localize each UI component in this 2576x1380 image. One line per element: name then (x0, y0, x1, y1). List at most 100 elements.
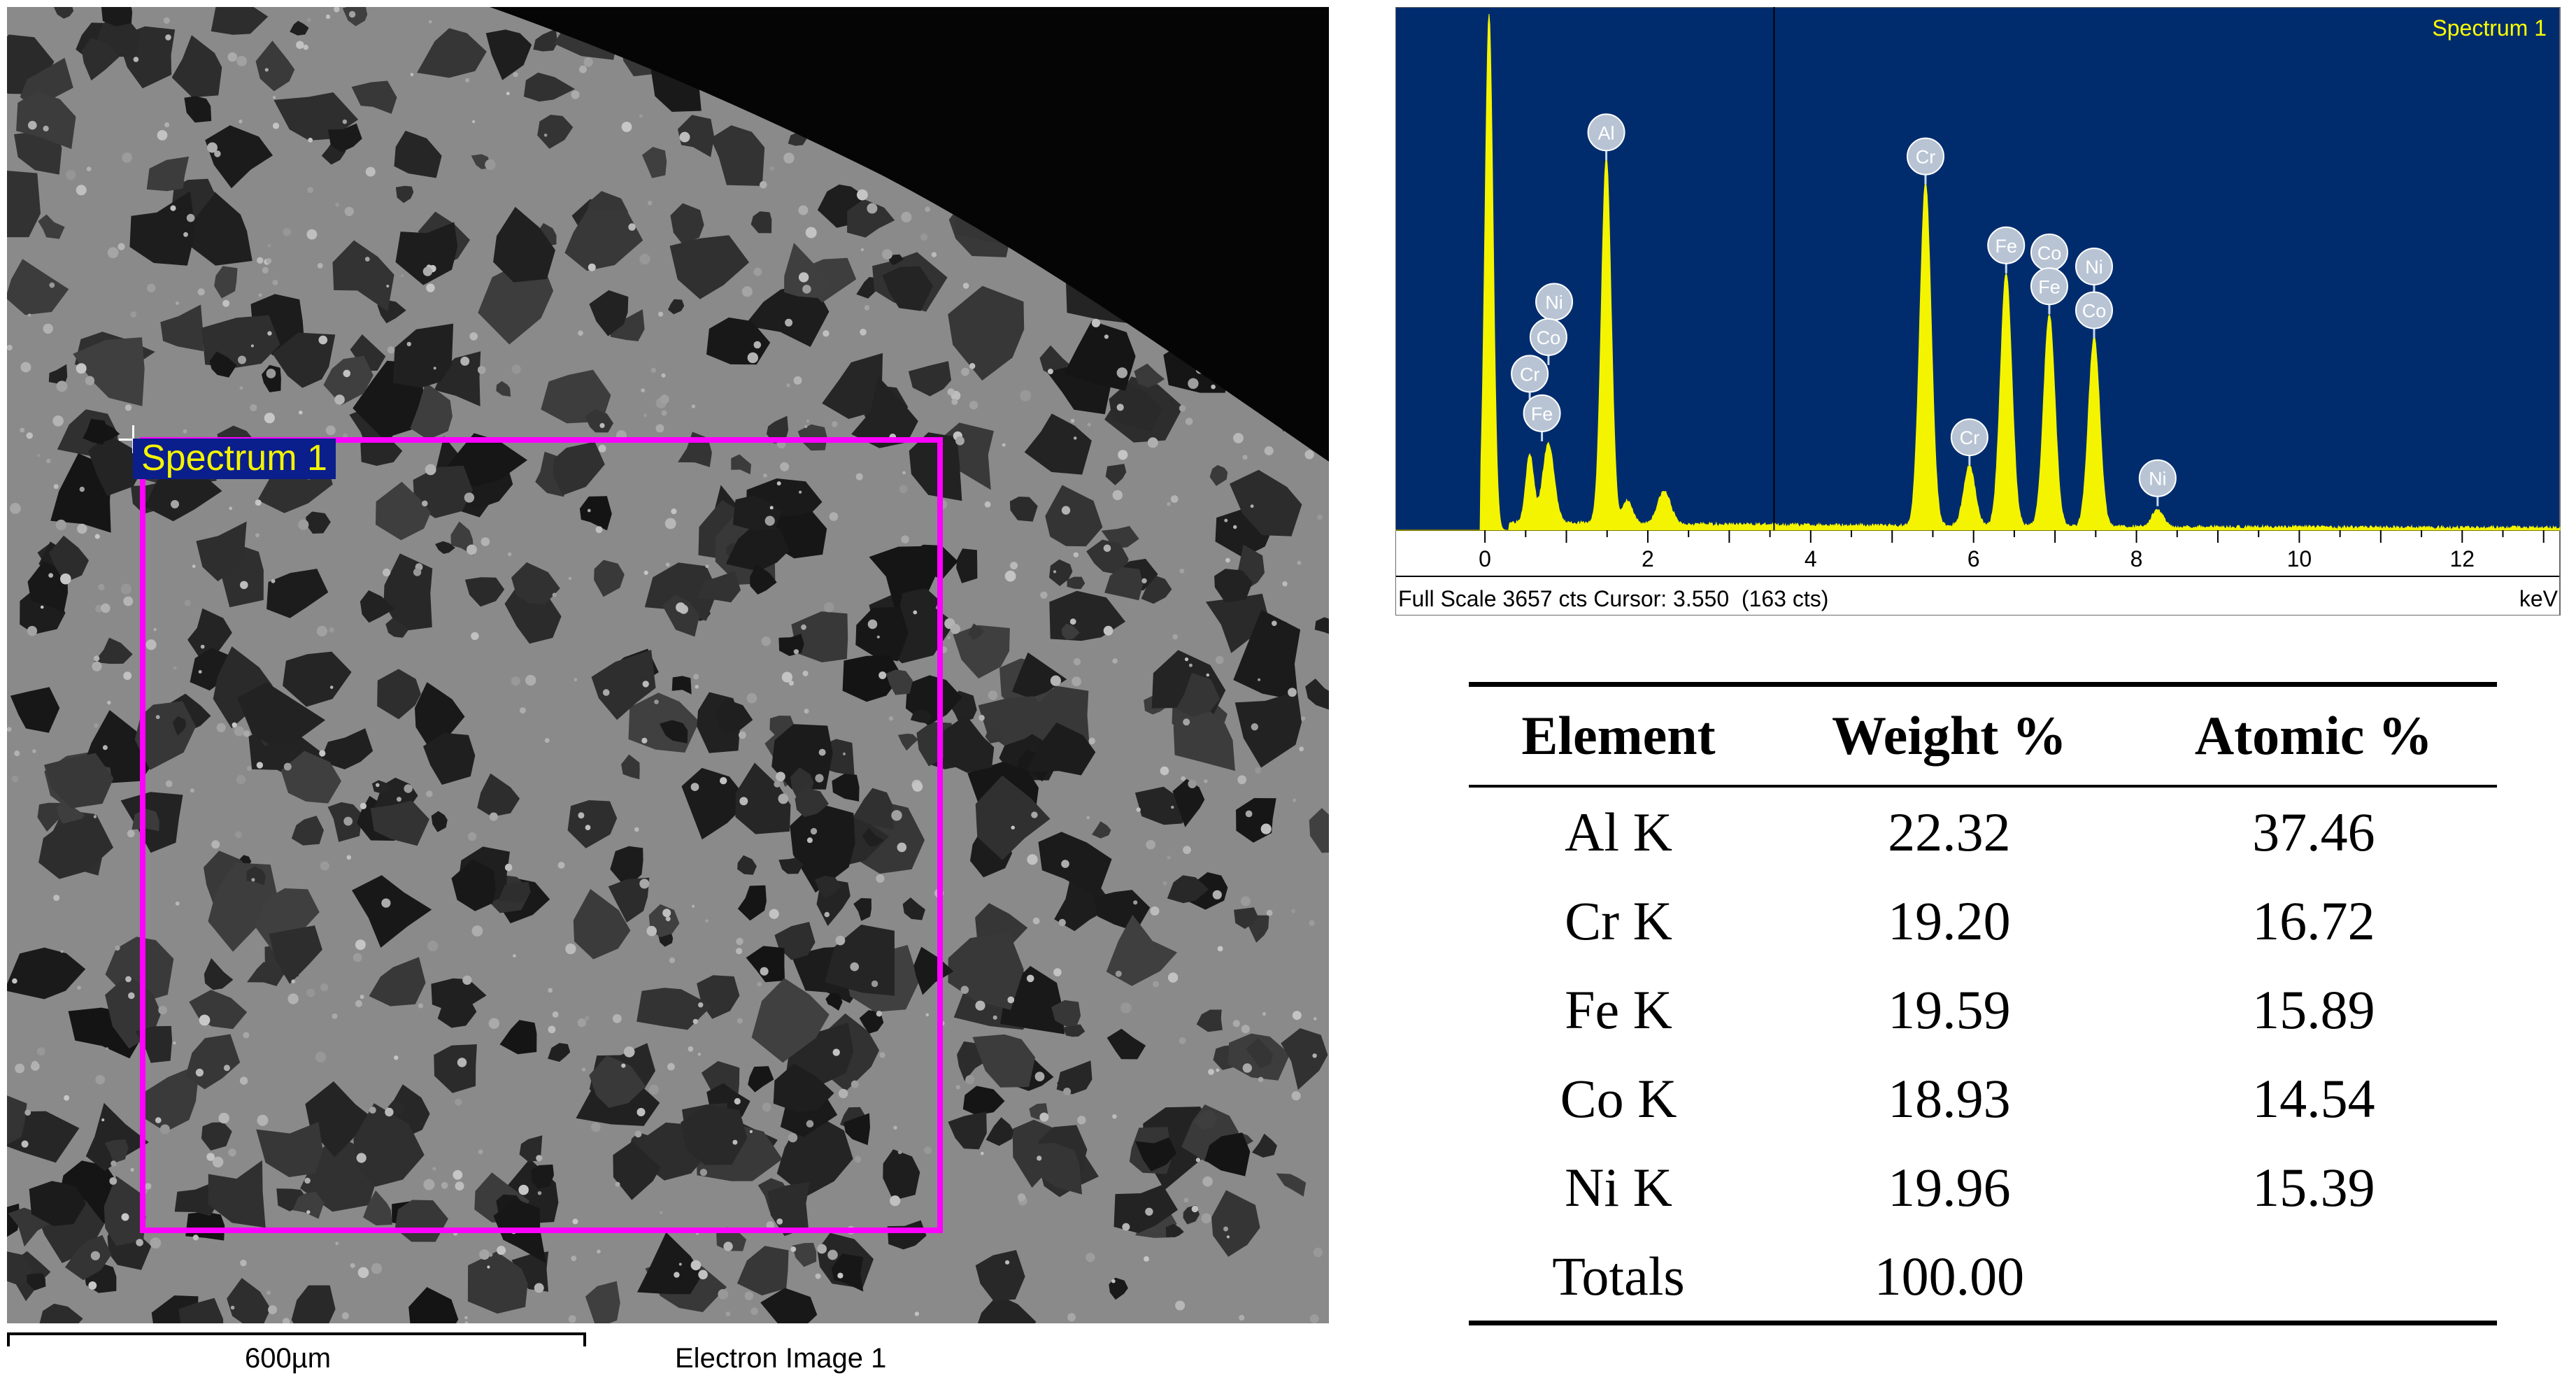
grain (258, 293, 262, 297)
grain (199, 1014, 211, 1026)
grain (488, 1018, 499, 1029)
pore (408, 1287, 459, 1323)
grain (175, 901, 180, 906)
grain (602, 689, 610, 696)
pore (1092, 821, 1111, 839)
pore (385, 618, 409, 638)
pore (670, 203, 704, 246)
grain (793, 649, 799, 655)
grain (318, 335, 328, 345)
pore (38, 214, 65, 239)
pore (305, 1081, 373, 1158)
grain (410, 73, 414, 76)
pore (1233, 609, 1301, 701)
grain (120, 583, 131, 595)
grain (343, 433, 348, 439)
grain (739, 731, 746, 739)
grain (465, 78, 470, 83)
cell-atomic: 37.46 (2252, 801, 2375, 862)
grain (266, 1290, 271, 1295)
grain (984, 501, 991, 508)
grain (246, 766, 252, 771)
grain (674, 1272, 680, 1278)
scale-bar (7, 1332, 586, 1346)
grain (55, 519, 66, 531)
cell-weight: 18.93 (1888, 1067, 2011, 1129)
grain (691, 404, 696, 408)
pore (413, 465, 473, 518)
cell-atomic: 16.72 (2252, 890, 2375, 951)
table-row: Al K 22.32 37.46 (1469, 786, 2497, 876)
pore (591, 650, 656, 720)
grain (947, 636, 951, 639)
grain (597, 1249, 601, 1254)
grain (360, 995, 364, 1000)
pore (246, 866, 266, 885)
grain (788, 1132, 798, 1143)
grain (145, 639, 157, 650)
grain (306, 229, 318, 240)
grain (878, 671, 887, 679)
grain (150, 1237, 162, 1249)
grain (832, 1048, 840, 1056)
grain (621, 122, 632, 132)
grain (441, 1181, 448, 1189)
grain (239, 386, 243, 390)
grain (1183, 846, 1191, 855)
grain (888, 716, 894, 721)
grain (186, 213, 195, 222)
cell-atomic: 14.54 (2252, 1067, 2375, 1129)
grain (86, 166, 92, 171)
grain (12, 978, 17, 984)
grain (1250, 504, 1254, 508)
pore (174, 1183, 220, 1216)
grain (1087, 422, 1091, 427)
pore (1039, 345, 1070, 375)
roi-rectangle[interactable] (140, 437, 943, 1233)
pore (962, 1086, 1005, 1116)
grain (658, 311, 664, 317)
grain (90, 1251, 100, 1260)
peak-label-bubble (2075, 291, 2113, 329)
grain (118, 243, 125, 250)
grain (1086, 816, 1090, 820)
grain (750, 1307, 758, 1316)
table-row: Fe K 19.59 15.89 (1469, 965, 2497, 1054)
grain (1031, 811, 1038, 818)
pore (160, 304, 204, 352)
grain (741, 286, 753, 297)
pore (1134, 786, 1193, 825)
grain (1047, 369, 1053, 375)
cell-weight: 19.96 (1888, 1156, 2011, 1218)
grain (783, 152, 795, 164)
grain (725, 1311, 731, 1316)
pore (499, 1020, 537, 1055)
grain (422, 266, 433, 276)
pore (1194, 1110, 1218, 1130)
grain (1112, 490, 1123, 501)
pore (902, 897, 925, 920)
grain (111, 1160, 117, 1167)
pore (1309, 808, 1329, 853)
pore (899, 588, 940, 619)
pore (537, 115, 574, 149)
pore (1234, 907, 1258, 930)
grain (693, 674, 699, 680)
grain (123, 596, 134, 606)
grain (79, 486, 85, 492)
pore (49, 535, 89, 583)
grain (355, 1000, 362, 1007)
grain (1183, 718, 1190, 726)
grain (107, 247, 119, 259)
grain (163, 17, 170, 24)
grain (128, 992, 135, 1000)
pore (290, 20, 309, 36)
roi-label: Spectrum 1 (133, 439, 336, 479)
grain (615, 1181, 620, 1187)
pore (184, 96, 212, 123)
grain (43, 125, 49, 131)
grain (317, 263, 323, 269)
grain (397, 797, 401, 802)
grain (413, 568, 422, 576)
grain (568, 576, 572, 581)
